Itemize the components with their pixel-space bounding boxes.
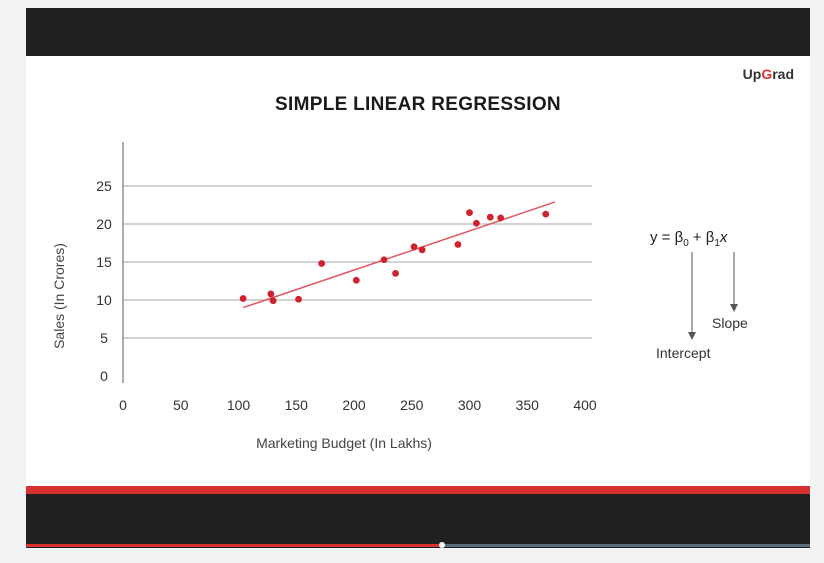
x-tick-label: 200 — [342, 397, 366, 413]
data-point — [352, 276, 360, 284]
brand-logo-accent: G — [761, 66, 773, 82]
data-point — [392, 270, 399, 277]
video-bottom-bar — [26, 494, 810, 548]
y-tick-label: 15 — [96, 254, 112, 270]
slide-footer-band — [26, 486, 810, 494]
y-axis-label: Sales (In Crores) — [51, 243, 67, 349]
intercept-arrowhead — [688, 332, 696, 340]
slide-title: SIMPLE LINEAR REGRESSION — [275, 94, 561, 115]
y-tick-labels: 0 5 10 15 20 25 — [96, 178, 112, 384]
x-tick-label: 350 — [516, 397, 540, 413]
y-tick-label: 10 — [96, 292, 112, 308]
x-tick-label: 250 — [400, 397, 424, 413]
slope-label: Slope — [712, 315, 748, 331]
y-tick-label: 20 — [96, 216, 112, 232]
data-point — [295, 295, 302, 303]
data-point — [418, 246, 426, 254]
data-point — [410, 243, 418, 251]
data-point — [239, 295, 247, 302]
x-tick-labels: 0 50 100 150 200 250 300 350 400 — [119, 397, 597, 413]
regression-line — [242, 201, 556, 309]
x-tick-label: 50 — [173, 397, 189, 413]
data-point — [380, 256, 388, 264]
y-tick-label: 0 — [100, 368, 108, 384]
video-progress-bar[interactable] — [26, 542, 810, 548]
brand-logo-prefix: Up — [742, 66, 762, 82]
x-tick-label: 0 — [119, 397, 127, 413]
data-point — [269, 297, 277, 305]
data-point — [267, 290, 275, 298]
x-tick-label: 150 — [285, 397, 309, 413]
brand-logo: UpGrad — [743, 66, 794, 82]
x-tick-label: 400 — [573, 397, 597, 413]
data-point — [454, 241, 462, 248]
video-top-bar — [26, 8, 810, 56]
regression-equation: y = β0 + β1x Slope Intercept — [650, 229, 748, 361]
grid-lines — [123, 185, 592, 339]
y-tick-label: 25 — [96, 178, 112, 194]
data-points — [239, 209, 550, 305]
data-point — [497, 214, 505, 222]
video-frame: UpGrad SIMPLE LINEAR REGRESSION 0 5 10 15 20… — [26, 8, 810, 548]
x-tick-label: 300 — [458, 397, 482, 413]
y-tick-label: 5 — [100, 330, 108, 346]
data-point — [318, 260, 326, 267]
x-tick-label: 100 — [227, 397, 251, 413]
x-axis-label: Marketing Budget (In Lakhs) — [256, 435, 432, 451]
slide: UpGrad SIMPLE LINEAR REGRESSION 0 5 10 15 20… — [26, 56, 810, 486]
data-point — [486, 213, 494, 221]
data-point — [542, 210, 550, 218]
equation-text: y = β0 + β1x — [650, 229, 728, 249]
data-point — [473, 219, 480, 227]
data-point — [466, 209, 473, 217]
video-progress-fill — [26, 544, 442, 547]
slope-arrowhead — [730, 304, 738, 312]
brand-logo-suffix: rad — [772, 66, 794, 82]
intercept-label: Intercept — [656, 345, 711, 361]
video-progress-knob[interactable] — [438, 542, 445, 548]
scatter-chart: 0 5 10 15 20 25 0 50 100 150 200 250 300 350 400 Mark… — [51, 142, 748, 451]
